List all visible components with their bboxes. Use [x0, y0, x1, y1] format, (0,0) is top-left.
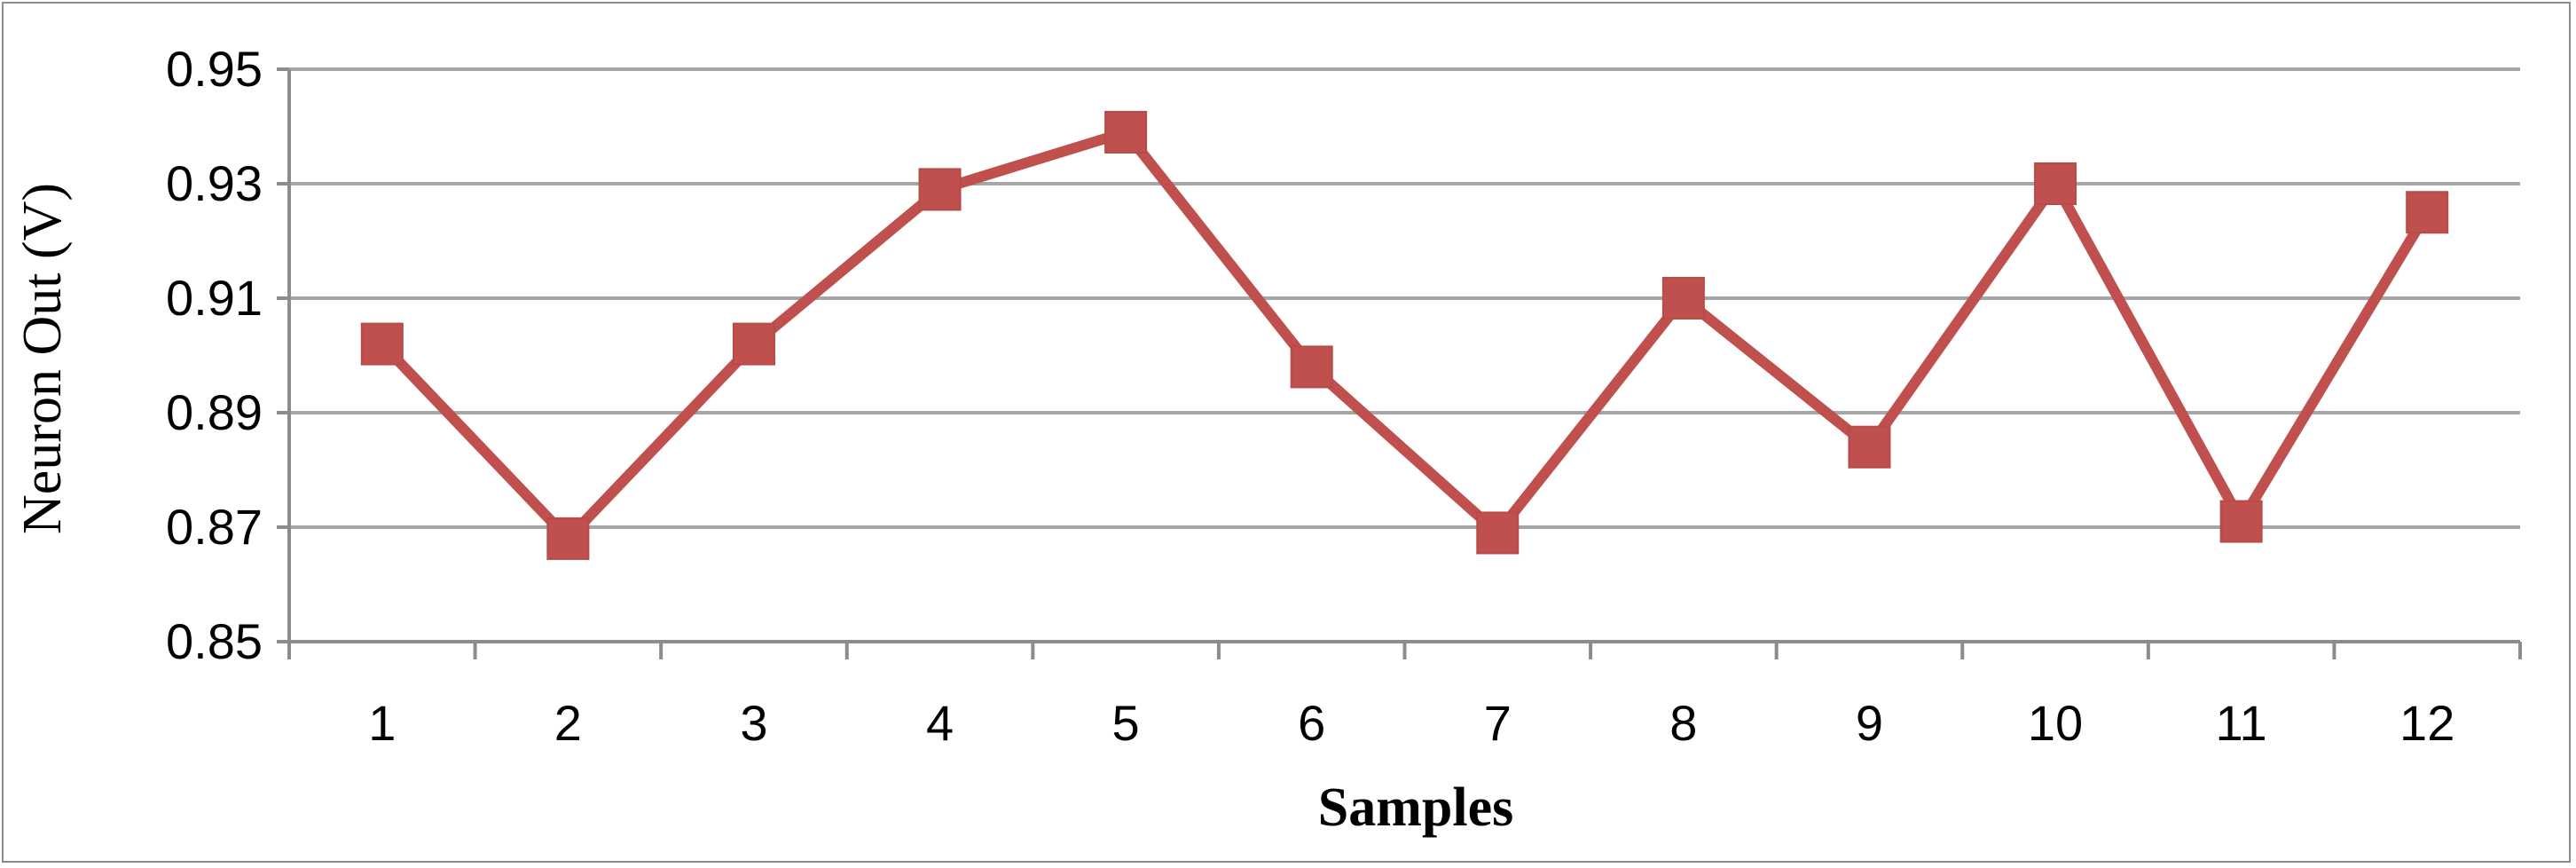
x-tick-label: 4: [926, 695, 954, 751]
data-point-marker: [2219, 500, 2263, 543]
x-axis-title: Samples: [1318, 777, 1513, 838]
data-point-marker: [732, 322, 775, 366]
y-tick-label: 0.89: [166, 384, 263, 440]
series-line: [378, 126, 2432, 544]
y-tick-label: 0.95: [166, 41, 263, 97]
x-tick-labels: 1 2 3 4 5 6 7 8 9 10 11 12: [368, 695, 2454, 751]
data-point-marker: [546, 517, 590, 560]
y-tick-labels: 0.85 0.87 0.89 0.91 0.93 0.95: [166, 41, 263, 669]
x-tick-label: 5: [1112, 695, 1140, 751]
y-tick-label: 0.93: [166, 155, 263, 211]
axes: [277, 67, 2522, 659]
x-tick-label: 10: [2028, 695, 2083, 751]
x-tick-label: 9: [1856, 695, 1883, 751]
data-point-marker: [2406, 191, 2449, 234]
data-point-marker: [1290, 345, 1333, 389]
y-tick-label: 0.91: [166, 270, 263, 326]
data-point-marker: [1661, 277, 1705, 320]
gridlines: [289, 67, 2520, 529]
y-tick-label: 0.85: [166, 613, 263, 669]
data-point-marker: [1476, 511, 1520, 555]
data-point-marker: [2034, 162, 2077, 205]
x-tick-label: 1: [368, 695, 396, 751]
data-point-marker: [360, 322, 404, 366]
x-tick-label: 11: [2216, 695, 2267, 751]
x-tick-label: 2: [554, 695, 582, 751]
series-group: [360, 110, 2449, 560]
y-axis-title: Neuron Out (V): [12, 183, 73, 534]
x-tick-label: 8: [1669, 695, 1697, 751]
y-tick-label: 0.87: [166, 499, 263, 555]
x-tick-label: 6: [1298, 695, 1325, 751]
x-tick-label: 7: [1484, 695, 1512, 751]
data-point-marker: [918, 168, 962, 211]
data-point-marker: [1104, 110, 1148, 154]
data-point-marker: [1848, 425, 1891, 469]
x-tick-label: 12: [2399, 695, 2454, 751]
x-tick-label: 3: [740, 695, 767, 751]
